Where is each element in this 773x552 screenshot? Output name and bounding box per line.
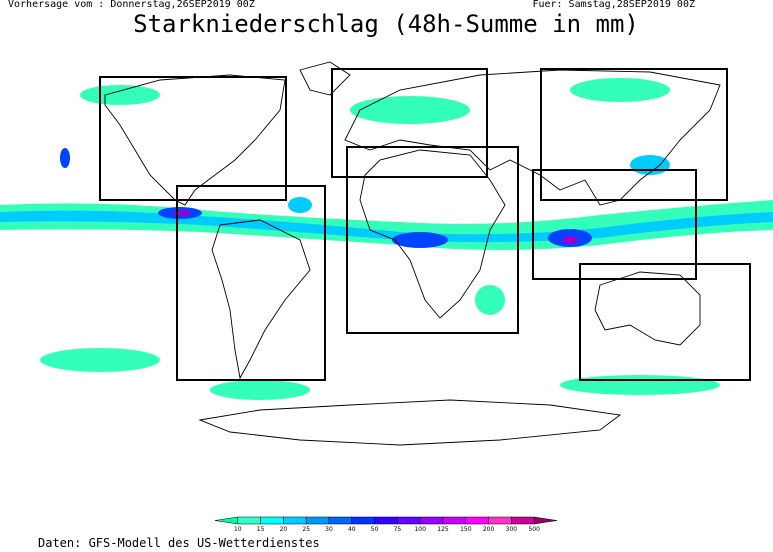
- legend-label: 20: [280, 526, 288, 533]
- legend-cell: [237, 516, 261, 525]
- map: [0, 61, 773, 446]
- legend-cell: [374, 516, 398, 525]
- legend-cell: [533, 516, 558, 525]
- precipitation: [0, 78, 773, 400]
- footer: Daten: GFS-Modell des US-Wetterdienstes: [38, 536, 320, 550]
- legend-label: 40: [348, 526, 356, 533]
- legend-label: 10: [234, 526, 242, 533]
- legend-cell: [397, 516, 421, 525]
- legend-cell: [283, 516, 307, 525]
- legend-label: 50: [371, 526, 379, 533]
- legend-cell: [305, 516, 330, 525]
- valid-date: Fuer: Samstag,28SEP2019 00Z: [532, 0, 695, 10]
- legend-cell: [442, 516, 467, 525]
- region-boxes: [99, 68, 751, 381]
- legend-cell: [260, 516, 284, 525]
- legend-label: 500: [528, 526, 540, 533]
- legend-cell: [419, 516, 444, 525]
- legend-label: 150: [460, 526, 472, 533]
- legend-cell: [488, 516, 512, 525]
- run-date: Vorhersage vom : Donnerstag,26SEP2019 00…: [8, 0, 255, 10]
- legend-label: 30: [325, 526, 333, 533]
- legend-cell: [328, 516, 353, 525]
- legend-label: 25: [302, 526, 310, 533]
- legend-label: 200: [483, 526, 495, 533]
- legend-label: 75: [394, 526, 402, 533]
- legend: 10 15 20 25 30 40 50 75 100 125 150 200 300 500: [214, 516, 558, 533]
- title: Starkniederschlag (48h-Summe in mm): [133, 10, 639, 38]
- legend-label: 300: [506, 526, 518, 533]
- legend-cell: [511, 516, 535, 525]
- legend-cell: [214, 516, 239, 525]
- legend-label: 15: [257, 526, 265, 533]
- legend-cell: [465, 516, 489, 525]
- legend-label: 100: [414, 526, 426, 533]
- legend-cell: [351, 516, 375, 525]
- legend-label: 125: [437, 526, 449, 533]
